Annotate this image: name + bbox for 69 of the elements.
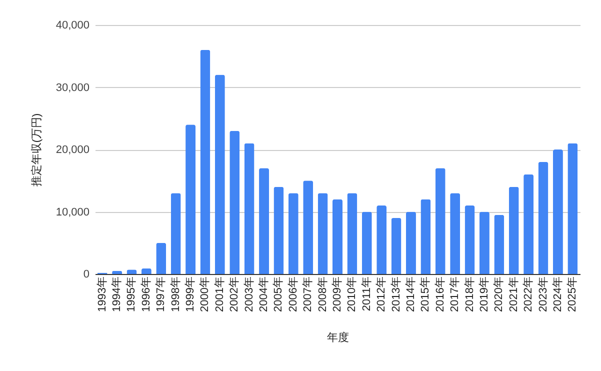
bar: [464, 206, 475, 274]
x-tick-label: 2017年: [449, 276, 462, 312]
x-tick-label: 2009年: [332, 276, 344, 312]
bar: [244, 143, 254, 274]
x-tick-label: 2000年: [199, 276, 212, 312]
bar: [303, 180, 314, 274]
x-tick-label: 2004年: [258, 276, 270, 312]
x-tick-label: 2015年: [420, 276, 432, 312]
x-tick-label: 2013年: [390, 276, 402, 312]
y-tick-label: 10,000: [56, 206, 90, 218]
bar: [450, 193, 460, 274]
bar: [391, 218, 402, 274]
x-tick-label: 1995年: [126, 276, 138, 312]
x-tick-label: 1997年: [155, 276, 168, 312]
x-tick-label: 2002年: [228, 276, 241, 312]
bar: [362, 212, 372, 274]
bar: [170, 193, 181, 274]
y-tick-label: 20,000: [56, 144, 90, 156]
y-tick-label: 40,000: [56, 20, 90, 32]
x-tick-label: 2020年: [493, 276, 506, 312]
bar: [420, 199, 431, 274]
bar: [552, 150, 563, 274]
y-axis-title: 推定年収(万円): [30, 113, 43, 187]
x-tick-label: 2011年: [360, 276, 373, 312]
x-tick-label: 1993年: [96, 276, 108, 312]
bar: [568, 143, 578, 274]
x-tick-label: 1994年: [111, 276, 124, 312]
x-tick-label: 2018年: [464, 276, 476, 312]
x-tick-label: 2007年: [302, 276, 314, 312]
x-axis-title: 年度: [327, 330, 349, 344]
y-tick-label: 30,000: [56, 82, 90, 94]
bar: [332, 199, 342, 274]
x-tick-label: 1998年: [170, 276, 182, 312]
x-tick-label: 2022年: [522, 276, 535, 312]
bar: [156, 242, 166, 274]
x-tick-label: 2008年: [316, 276, 329, 312]
bar: [214, 74, 225, 274]
x-tick-label: 2016年: [434, 276, 446, 312]
bar: [186, 124, 196, 274]
x-tick-label: 2014年: [404, 276, 417, 312]
x-tick-label: 2012年: [376, 276, 388, 312]
bar: [318, 193, 328, 274]
x-tick-label: 1996年: [140, 276, 152, 312]
bar: [347, 193, 358, 274]
x-tick-label: 2021年: [508, 276, 520, 312]
x-tick-label: 2001年: [214, 276, 226, 312]
bar: [200, 50, 210, 274]
bar: [406, 212, 416, 274]
x-tick-label: 2025年: [566, 276, 579, 312]
x-tick-label: 1999年: [184, 276, 197, 312]
bar: [538, 162, 548, 274]
x-tick-label: 2024年: [552, 276, 564, 312]
bar: [230, 130, 240, 274]
x-tick-label: 2005年: [272, 276, 285, 312]
bar: [376, 206, 387, 274]
x-tick-label: 2006年: [287, 276, 300, 312]
bar: [524, 174, 534, 274]
bar: [508, 186, 519, 274]
bar: [288, 193, 298, 274]
bar: [274, 186, 284, 274]
x-tick-label: 2019年: [478, 276, 490, 312]
x-tick-label: 2023年: [537, 276, 550, 312]
x-tick-label: 2003年: [243, 276, 256, 312]
y-tick-label: 0: [83, 268, 90, 280]
bar: [494, 214, 504, 274]
x-tick-label: 2010年: [346, 276, 358, 312]
bar: [259, 168, 270, 274]
bar: [435, 168, 446, 274]
bar: [479, 212, 490, 274]
